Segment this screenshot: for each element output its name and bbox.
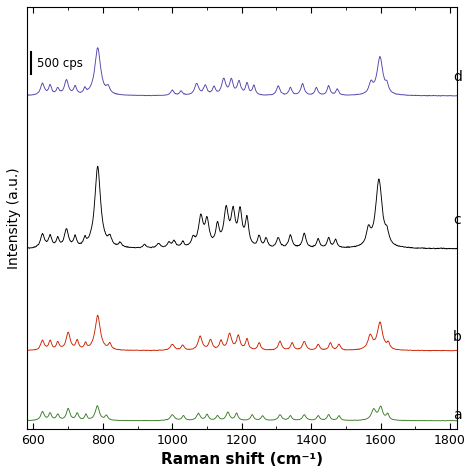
Text: a: a bbox=[453, 408, 462, 422]
Text: b: b bbox=[453, 329, 462, 344]
Y-axis label: Intensity (a.u.): Intensity (a.u.) bbox=[7, 167, 21, 269]
Text: 500 cps: 500 cps bbox=[37, 56, 83, 70]
Text: d: d bbox=[453, 70, 462, 84]
X-axis label: Raman shift (cm⁻¹): Raman shift (cm⁻¹) bbox=[161, 452, 323, 467]
Text: c: c bbox=[453, 213, 461, 227]
